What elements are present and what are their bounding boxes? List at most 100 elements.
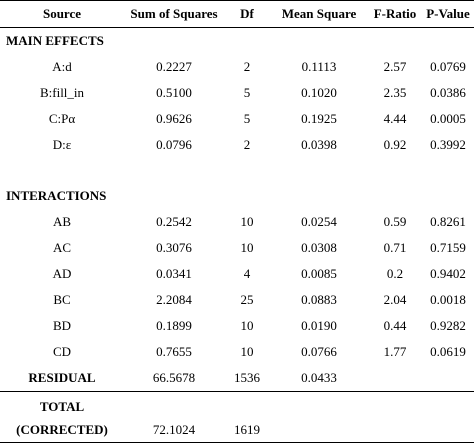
cell-df: 5 xyxy=(243,85,251,100)
cell-ss: 0.5100 xyxy=(156,85,192,100)
total-df: 1619 xyxy=(224,418,270,443)
header-sum-of-squares: Sum of Squares xyxy=(124,0,224,28)
cell-p: 0.0769 xyxy=(430,59,466,74)
residual-ms: 0.0433 xyxy=(270,365,368,392)
cell-f: 4.44 xyxy=(383,111,407,126)
cell-source: D:ε xyxy=(52,137,72,152)
table-row: B:fill_in 0.5100 5 0.1020 2.35 0.0386 xyxy=(0,80,474,106)
cell-p: 0.0619 xyxy=(430,344,466,359)
cell-source: B:fill_in xyxy=(39,85,85,100)
cell-p: 0.7159 xyxy=(430,240,466,255)
cell-p: 0.3992 xyxy=(430,137,466,152)
residual-source: RESIDUAL xyxy=(0,365,124,392)
cell-source: CD xyxy=(52,344,72,359)
residual-row: RESIDUAL 66.5678 1536 0.0433 xyxy=(0,365,474,392)
cell-ms: 0.0398 xyxy=(301,137,337,152)
total-source-line2: (CORRECTED) xyxy=(0,418,124,443)
cell-ms: 0.0766 xyxy=(301,344,337,359)
residual-f xyxy=(368,365,422,392)
spacer-cell xyxy=(0,158,474,183)
cell-ms: 0.0308 xyxy=(301,240,337,255)
section-title-interactions: INTERACTIONS xyxy=(6,188,107,203)
cell-ms: 0.0190 xyxy=(301,318,337,333)
cell-ss: 0.2227 xyxy=(156,59,192,74)
cell-df: 10 xyxy=(240,318,254,333)
table-row: D:ε 0.0796 2 0.0398 0.92 0.3992 xyxy=(0,132,474,158)
table-row: CD 0.7655 10 0.0766 1.77 0.0619 xyxy=(0,339,474,365)
cell-ss: 0.0341 xyxy=(156,266,192,281)
residual-p xyxy=(422,365,474,392)
table-row: AB 0.2542 10 0.0254 0.59 0.8261 xyxy=(0,209,474,235)
residual-ss: 66.5678 xyxy=(124,365,224,392)
table-row: AD 0.0341 4 0.0085 0.2 0.9402 xyxy=(0,261,474,287)
cell-p: 0.0005 xyxy=(430,111,466,126)
total-ms xyxy=(270,418,368,443)
cell-f: 0.92 xyxy=(383,137,407,152)
cell-df: 10 xyxy=(240,240,254,255)
cell-source: A:d xyxy=(52,59,72,74)
cell-p: 0.0386 xyxy=(430,85,466,100)
cell-ss: 2.2084 xyxy=(156,292,192,307)
cell-source: BD xyxy=(52,318,72,333)
spacer-row xyxy=(0,158,474,183)
header-p-value: P-Value xyxy=(422,0,474,28)
cell-df: 4 xyxy=(243,266,251,281)
cell-ss: 0.7655 xyxy=(156,344,192,359)
cell-ms: 0.0085 xyxy=(301,266,337,281)
cell-ss: 0.1899 xyxy=(156,318,192,333)
cell-ms: 0.0883 xyxy=(301,292,337,307)
cell-ss: 0.9626 xyxy=(156,111,192,126)
table-row: AC 0.3076 10 0.0308 0.71 0.7159 xyxy=(0,235,474,261)
cell-source: AB xyxy=(52,214,72,229)
header-mean-square: Mean Square xyxy=(270,0,368,28)
total-row-top: TOTAL xyxy=(0,392,474,419)
cell-f: 2.35 xyxy=(383,85,407,100)
total-top-empty xyxy=(124,392,474,419)
table-row: A:d 0.2227 2 0.1113 2.57 0.0769 xyxy=(0,54,474,80)
cell-source: AC xyxy=(52,240,72,255)
cell-f: 0.71 xyxy=(383,240,407,255)
cell-df: 5 xyxy=(243,111,251,126)
cell-ms: 0.0254 xyxy=(301,214,337,229)
cell-p: 0.8261 xyxy=(430,214,466,229)
section-row-interactions: INTERACTIONS xyxy=(0,183,474,209)
cell-ss: 0.0796 xyxy=(156,137,192,152)
header-df: Df xyxy=(224,0,270,28)
cell-f: 2.04 xyxy=(383,292,407,307)
cell-f: 0.59 xyxy=(383,214,407,229)
cell-df: 2 xyxy=(243,59,251,74)
cell-df: 25 xyxy=(240,292,254,307)
cell-f: 0.44 xyxy=(383,318,407,333)
cell-ss: 0.2542 xyxy=(156,214,192,229)
cell-ms: 0.1925 xyxy=(301,111,337,126)
cell-df: 10 xyxy=(240,344,254,359)
header-row: Source Sum of Squares Df Mean Square F-R… xyxy=(0,0,474,28)
total-p xyxy=(422,418,474,443)
table-row: BD 0.1899 10 0.0190 0.44 0.9282 xyxy=(0,313,474,339)
cell-f: 1.77 xyxy=(383,344,407,359)
cell-ms: 0.1020 xyxy=(301,85,337,100)
total-ss: 72.1024 xyxy=(124,418,224,443)
cell-source: BC xyxy=(53,292,71,307)
total-row-bottom: (CORRECTED) 72.1024 1619 xyxy=(0,418,474,443)
header-source: Source xyxy=(0,0,124,28)
cell-source: C:Pα xyxy=(48,111,76,126)
total-source-line1: TOTAL xyxy=(39,399,85,414)
cell-f: 2.57 xyxy=(383,59,407,74)
cell-p: 0.9402 xyxy=(430,266,466,281)
cell-source: AD xyxy=(52,266,72,281)
cell-ss: 0.3076 xyxy=(156,240,192,255)
residual-df: 1536 xyxy=(224,365,270,392)
section-title-main-effects: MAIN EFFECTS xyxy=(6,33,104,48)
table-row: BC 2.2084 25 0.0883 2.04 0.0018 xyxy=(0,287,474,313)
table-row: C:Pα 0.9626 5 0.1925 4.44 0.0005 xyxy=(0,106,474,132)
cell-p: 0.9282 xyxy=(430,318,466,333)
cell-df: 2 xyxy=(243,137,251,152)
cell-ms: 0.1113 xyxy=(301,59,337,74)
cell-p: 0.0018 xyxy=(430,292,466,307)
header-f-ratio: F-Ratio xyxy=(368,0,422,28)
cell-f: 0.2 xyxy=(386,266,404,281)
cell-df: 10 xyxy=(240,214,254,229)
